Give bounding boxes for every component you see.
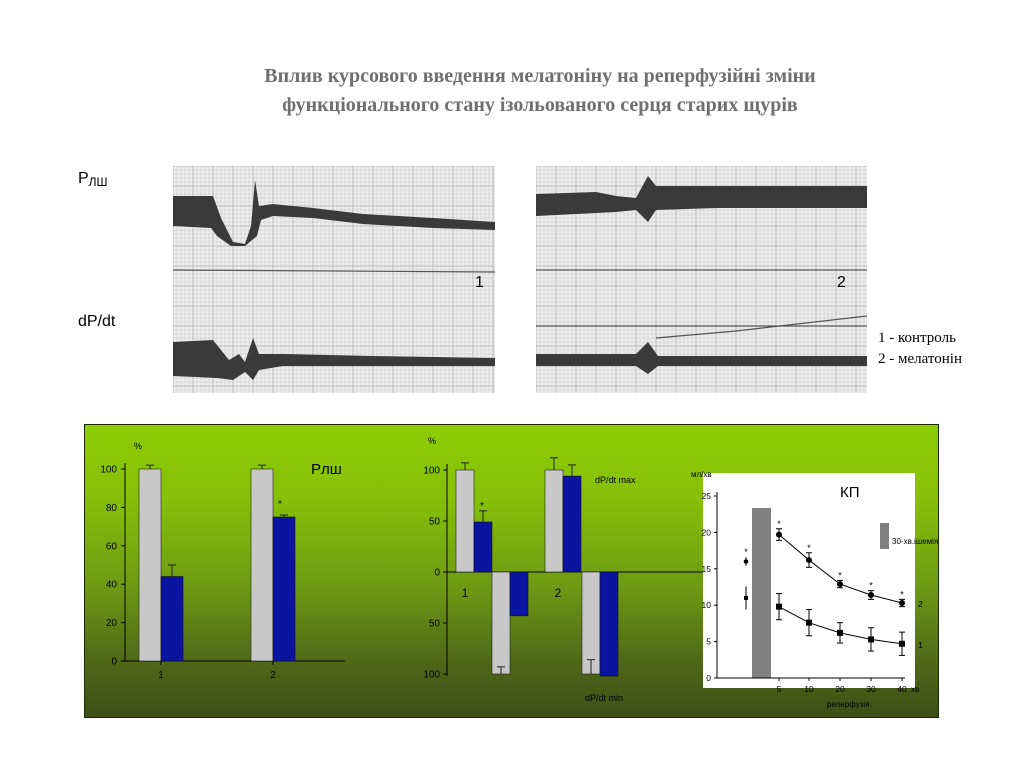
chart3-x-label: реперфузія: [827, 700, 869, 709]
chart1-y-tick-label: 80: [106, 503, 118, 514]
trace-grid-major: [173, 166, 495, 393]
chart1-y-tick-label: 40: [106, 580, 118, 591]
chart3-series-label-1: 1: [918, 640, 923, 650]
chart3-point-2: [776, 531, 782, 538]
chart2-bar-max-control: [544, 469, 564, 573]
chart1-title: Рлш: [311, 461, 342, 478]
pressure-trace: [536, 176, 867, 222]
chart3-point-1: [899, 640, 905, 647]
chart3-point-2: [837, 581, 843, 588]
chart3-significance-star: *: [807, 543, 811, 553]
chart3-significance-star: *: [869, 581, 873, 591]
dpdt-label: dP/dt: [78, 313, 116, 330]
chart2-y-tick-label: 50: [429, 619, 441, 630]
chart3-y-tick-label: 15: [702, 564, 712, 574]
trace-legend: 1 - контроль 2 - мелатонін: [878, 328, 962, 370]
pressure-trace: [173, 180, 495, 246]
chart3-y-tick-label: 10: [702, 600, 712, 610]
p-lv-label-sub: ЛШ: [88, 175, 108, 189]
chart3-x-tick-label: 10: [804, 684, 814, 694]
chart3-y-unit: мл/хв: [691, 470, 712, 479]
chart1-y-tick-label: 20: [106, 618, 118, 629]
legend-melatonin: 2 - мелатонін: [878, 351, 962, 367]
trace-number: 2: [837, 274, 846, 291]
chart1-y-unit: %: [134, 441, 142, 451]
legend-control: 1 - контроль: [878, 330, 956, 346]
secondary-trace-rise: [655, 315, 867, 339]
title-line-2: функціонального стану ізольованого серця…: [282, 94, 798, 116]
chart3-y-tick-label: 25: [702, 491, 712, 501]
chart3-point-2: [868, 592, 874, 599]
chart1-bar-control: [250, 468, 274, 662]
chart3-y-tick-label: 0: [706, 673, 711, 683]
chart3-ischemia-label: 30-хв.ішемія: [892, 537, 938, 546]
chart1-bar-melatonin: [160, 576, 184, 662]
chart3-ischemia-legend-swatch: [880, 523, 889, 549]
chart2-significance-star: *: [480, 501, 484, 512]
chart3-title: КП: [840, 484, 860, 501]
chart2-min-label: dP/dt min: [585, 693, 623, 703]
chart2-bar-max-melatonin: [473, 521, 493, 573]
chart1-significance-star: *: [278, 499, 282, 510]
chart2-category-label: 2: [555, 586, 562, 600]
chart2-bar-min-melatonin: [599, 571, 619, 677]
chart3-x-unit: хв: [911, 685, 919, 694]
chart2-bar-max-control: [455, 469, 475, 573]
p-lv-label-main: Р: [78, 170, 89, 187]
chart3-x-tick-label: 20: [835, 684, 845, 694]
chart2-bar-min-melatonin: [509, 571, 529, 617]
chart2-category-label: 1: [462, 586, 469, 600]
chart3-baseline-point-2: [743, 559, 749, 564]
chart1-y-tick-label: 100: [100, 465, 117, 476]
chart3-point-2: [806, 557, 812, 564]
recording-trace-control: 1: [173, 166, 495, 393]
chart3-x-tick-label: 30: [866, 684, 876, 694]
trace-number: 1: [475, 274, 484, 291]
chart1-x-tick-label: 2: [270, 670, 276, 681]
chart3-plot-background: [703, 473, 915, 688]
chart3-significance-star: *: [838, 570, 842, 580]
chart3-point-1: [776, 603, 782, 610]
chart3-point-2: [899, 600, 905, 607]
title-line-1: Вплив курсового введення мелатоніну на р…: [264, 65, 816, 87]
baseline-trace: [173, 269, 495, 273]
chart3-significance-star: *: [900, 589, 904, 599]
chart3-y-tick-label: 5: [706, 637, 711, 647]
chart3-x-tick-label: 5: [777, 684, 782, 694]
chart2-y-tick-label: 100: [423, 466, 440, 477]
chart1-y-tick-label: 60: [106, 541, 118, 552]
chart2-y-unit: %: [428, 436, 436, 446]
chart-p-lv: % Рлш 0 20 40 60 80 100 1 2 *: [100, 441, 345, 681]
chart3-point-1: [868, 636, 874, 643]
chart3-significance-star: *: [744, 547, 748, 557]
chart2-y-tick-label: 50: [429, 517, 441, 528]
p-lv-label: РЛШ: [78, 170, 108, 189]
chart1-bar-melatonin: [272, 516, 296, 662]
chart3-significance-star: *: [777, 519, 781, 529]
chart3-x-tick-label: 40: [897, 684, 907, 694]
dpdt-trace: [536, 342, 867, 374]
chart2-y-tick-label: 0: [434, 568, 440, 579]
chart3-baseline-point-1: [744, 595, 748, 600]
chart2-bar-max-melatonin: [562, 475, 582, 573]
chart2-bar-min-control: [581, 571, 601, 675]
chart1-bar-control: [138, 468, 162, 662]
chart3-point-1: [806, 619, 812, 626]
dpdt-trace: [173, 338, 495, 380]
chart2-y-tick-label: 100: [423, 670, 440, 681]
chart3-series-label-2: 2: [918, 599, 923, 609]
chart2-bar-min-control: [491, 571, 511, 675]
chart3-y-tick-label: 20: [702, 527, 712, 537]
chart-kp: 0 5 10 15 20 25 5 10 20 30 40 2 1 * * * * * * мл/хв КП реперф…: [691, 470, 938, 709]
chart1-x-tick-label: 1: [158, 670, 164, 681]
chart3-point-1: [837, 629, 843, 636]
chart3-ischemia-bar: [752, 508, 771, 678]
slide-title: Вплив курсового введення мелатоніну на р…: [150, 62, 930, 120]
recording-trace-melatonin: 2: [536, 166, 867, 393]
chart1-y-tick-label: 0: [111, 657, 117, 668]
charts-panel: % Рлш 0 20 40 60 80 100 1 2 * % dP/dt max dP/dt …: [84, 424, 939, 718]
chart2-max-label: dP/dt max: [595, 475, 636, 485]
